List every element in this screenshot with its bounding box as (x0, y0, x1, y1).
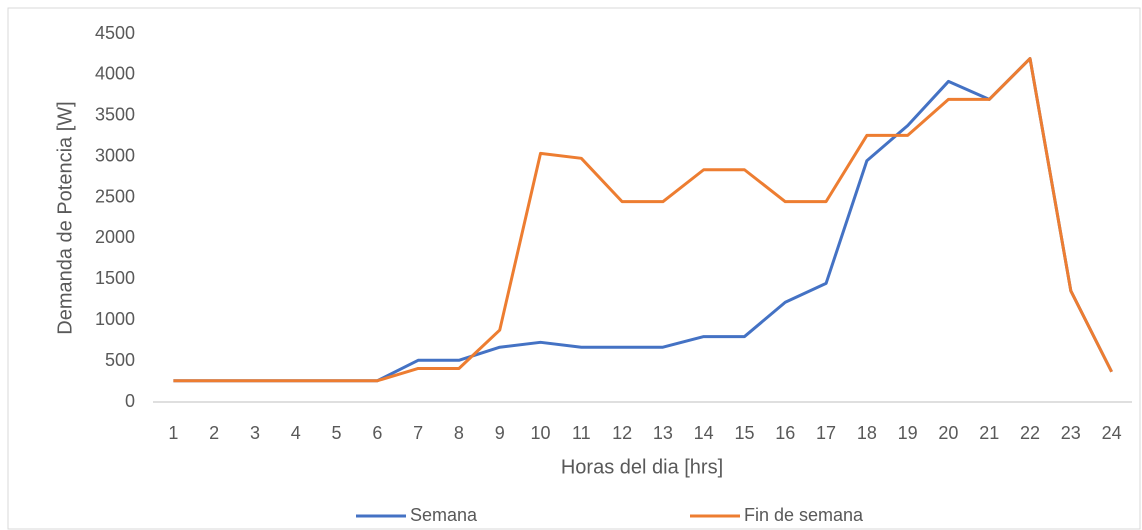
x-tick-label: 13 (653, 423, 673, 443)
x-tick-label: 1 (168, 423, 178, 443)
x-tick-label: 5 (332, 423, 342, 443)
series-line (173, 57, 1113, 383)
y-axis-title: Demanda de Potencia [W] (54, 101, 76, 334)
x-tick-label: 3 (250, 423, 260, 443)
x-tick-label: 11 (572, 423, 591, 443)
x-tick-label: 4 (291, 423, 301, 443)
x-tick-label: 12 (612, 423, 632, 443)
chart-border (7, 7, 1141, 530)
x-tick-label: 6 (372, 423, 382, 443)
y-tick-label: 1500 (95, 268, 135, 288)
x-tick-label: 2 (209, 423, 219, 443)
y-tick-label: 3000 (95, 145, 135, 165)
x-tick-label: 17 (816, 423, 836, 443)
x-axis-title: Horas del dia [hrs] (561, 456, 723, 478)
x-tick-label: 24 (1102, 423, 1122, 443)
x-tick-label: 15 (734, 423, 754, 443)
x-tick-label: 23 (1061, 423, 1081, 443)
y-tick-label: 0 (125, 391, 135, 411)
y-tick-label: 4500 (95, 23, 135, 43)
x-tick-label: 10 (531, 423, 551, 443)
x-tick-label: 19 (898, 423, 918, 443)
y-tick-label: 2500 (95, 186, 135, 206)
x-tick-label: 7 (413, 423, 423, 443)
x-tick-label: 21 (979, 423, 999, 443)
x-tick-label: 22 (1020, 423, 1040, 443)
y-tick-label: 500 (105, 350, 135, 370)
x-tick-label: 8 (454, 423, 464, 443)
y-tick-label: 1000 (95, 309, 135, 329)
x-tick-label: 14 (694, 423, 714, 443)
x-tick-label: 20 (938, 423, 958, 443)
x-tick-label: 9 (495, 423, 505, 443)
x-tick-label: 18 (857, 423, 877, 443)
legend-label: Fin de semana (744, 505, 864, 525)
y-tick-label: 4000 (95, 64, 135, 84)
y-tick-label: 2000 (95, 227, 135, 247)
y-tick-label: 3500 (95, 105, 135, 125)
x-tick-label: 16 (775, 423, 795, 443)
legend-label: Semana (410, 505, 478, 525)
